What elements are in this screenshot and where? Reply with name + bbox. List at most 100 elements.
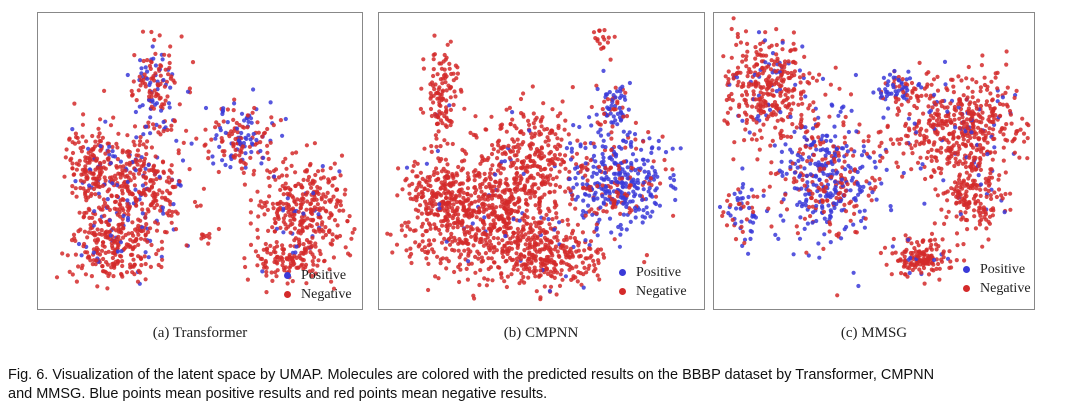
point-negative	[307, 223, 312, 228]
point-positive	[580, 182, 585, 187]
point-negative	[969, 183, 974, 188]
point-negative	[164, 179, 169, 184]
point-negative	[222, 153, 227, 158]
point-negative	[963, 217, 968, 222]
point-negative	[79, 266, 84, 271]
point-negative	[550, 107, 555, 112]
point-negative	[451, 78, 456, 83]
point-negative	[465, 192, 470, 197]
point-negative	[866, 193, 871, 198]
point-negative	[264, 273, 269, 278]
point-negative	[64, 147, 69, 152]
point-negative	[274, 274, 279, 279]
point-negative	[305, 199, 310, 204]
point-negative	[556, 125, 561, 131]
point-negative	[318, 251, 323, 257]
point-negative	[313, 172, 318, 178]
point-negative	[268, 170, 273, 175]
point-negative	[646, 130, 651, 135]
point-negative	[906, 99, 911, 104]
point-negative	[54, 275, 60, 280]
point-negative	[444, 224, 449, 229]
point-negative	[423, 229, 428, 234]
point-negative	[584, 270, 589, 275]
point-negative	[132, 183, 137, 188]
point-positive	[829, 102, 834, 107]
point-positive	[597, 168, 602, 174]
point-negative	[489, 151, 495, 157]
point-negative	[926, 272, 932, 277]
point-negative	[265, 150, 270, 155]
point-negative	[97, 176, 102, 181]
point-positive	[858, 166, 863, 171]
point-negative	[773, 80, 779, 85]
point-negative	[79, 149, 84, 154]
point-negative	[481, 201, 486, 206]
point-negative	[111, 226, 116, 231]
point-positive	[850, 175, 855, 180]
point-negative	[500, 189, 505, 194]
point-negative	[544, 267, 549, 272]
point-negative	[864, 151, 869, 156]
point-positive	[139, 66, 144, 71]
point-negative	[964, 189, 969, 194]
point-negative	[160, 160, 166, 165]
point-negative	[444, 88, 449, 93]
point-negative	[537, 230, 542, 235]
point-negative	[489, 114, 494, 119]
point-positive	[617, 115, 623, 120]
point-negative	[978, 89, 983, 94]
point-positive	[650, 145, 655, 150]
point-negative	[978, 213, 983, 218]
point-negative	[424, 256, 429, 261]
point-positive	[599, 160, 604, 165]
point-negative	[152, 192, 157, 197]
point-negative	[997, 101, 1003, 107]
point-positive	[571, 185, 576, 190]
point-positive	[591, 153, 597, 158]
point-positive	[802, 226, 807, 231]
point-negative	[935, 112, 940, 117]
point-negative	[293, 170, 298, 175]
point-negative	[795, 231, 800, 236]
point-negative	[521, 112, 526, 117]
point-negative	[605, 40, 610, 45]
point-negative	[809, 195, 814, 201]
point-negative	[443, 123, 448, 128]
point-negative	[329, 279, 334, 284]
point-positive	[600, 194, 605, 199]
point-negative	[134, 199, 139, 204]
point-negative	[273, 270, 278, 275]
point-negative	[619, 176, 625, 181]
point-positive	[583, 145, 588, 151]
point-negative	[158, 132, 163, 137]
point-negative	[104, 260, 109, 265]
point-negative	[505, 251, 510, 257]
point-negative	[431, 198, 436, 203]
point-positive	[799, 186, 804, 191]
point-positive	[178, 183, 183, 188]
point-negative	[539, 145, 544, 150]
point-positive	[161, 119, 166, 125]
point-negative	[126, 153, 131, 158]
point-positive	[242, 118, 247, 123]
point-positive	[832, 179, 838, 184]
point-positive	[803, 192, 808, 197]
point-negative	[483, 251, 488, 256]
point-negative	[426, 238, 432, 243]
point-positive	[603, 189, 608, 194]
point-negative	[151, 163, 157, 168]
point-negative	[173, 209, 178, 214]
point-negative	[318, 176, 324, 181]
point-positive	[645, 211, 650, 216]
point-negative	[926, 149, 931, 155]
point-positive	[619, 93, 624, 98]
point-negative	[440, 76, 446, 81]
point-negative	[985, 87, 990, 92]
point-negative	[761, 188, 766, 193]
point-negative	[595, 250, 600, 255]
point-negative	[100, 207, 105, 212]
point-negative	[146, 230, 151, 235]
point-negative	[618, 211, 623, 216]
point-negative	[287, 257, 292, 262]
